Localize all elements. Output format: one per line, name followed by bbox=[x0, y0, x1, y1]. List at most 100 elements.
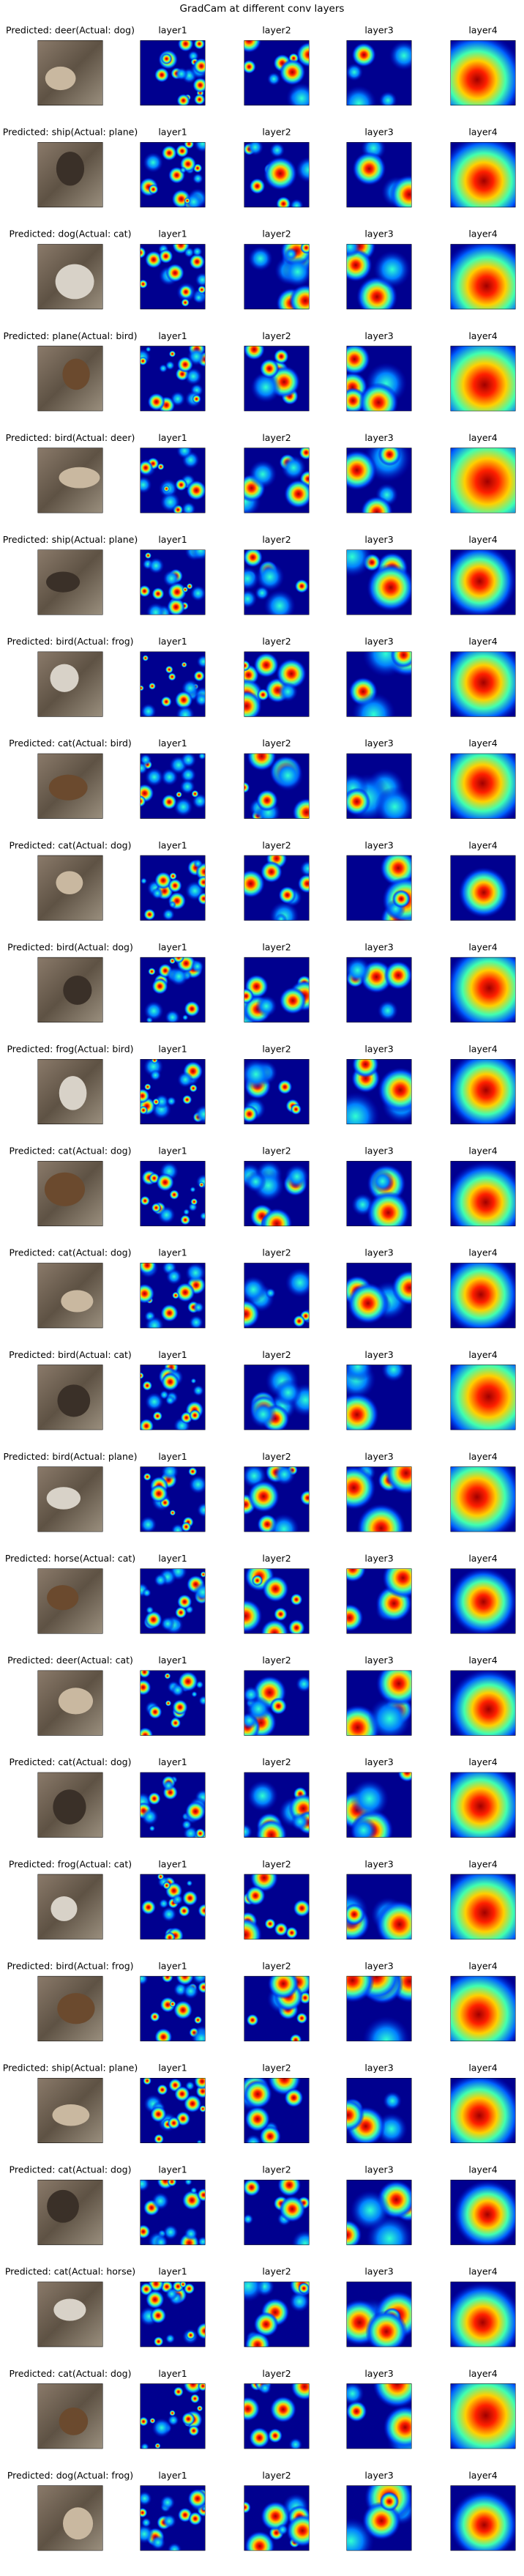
heatmap bbox=[140, 855, 206, 921]
heat-blob bbox=[181, 1014, 189, 1021]
row-label: Predicted: cat(Actual: horse) bbox=[5, 2266, 135, 2277]
heatmap bbox=[450, 1670, 516, 1736]
heat-blob bbox=[141, 703, 157, 717]
heat-blob bbox=[350, 1816, 378, 1838]
heat-blob bbox=[379, 2491, 400, 2512]
layer-label: layer2 bbox=[262, 2266, 291, 2277]
heatmap bbox=[346, 2078, 412, 2143]
heat-blob bbox=[244, 549, 263, 568]
heat-blob bbox=[279, 987, 307, 1014]
heat-blob bbox=[151, 978, 168, 995]
heatmap bbox=[346, 1365, 412, 1430]
heat-blob bbox=[282, 256, 310, 287]
layer-label: layer2 bbox=[262, 2470, 291, 2481]
input-image bbox=[37, 2485, 103, 2551]
heat-blob bbox=[152, 1098, 160, 1106]
heat-blob bbox=[184, 2227, 198, 2241]
heat-blob bbox=[140, 2507, 148, 2518]
heatmap bbox=[140, 1365, 206, 1430]
heat-blob bbox=[272, 760, 304, 792]
heat-blob bbox=[373, 250, 411, 289]
image-subject bbox=[56, 152, 85, 186]
heatmap bbox=[140, 40, 206, 105]
layer-label: layer1 bbox=[158, 1247, 187, 1258]
heat-blob bbox=[154, 872, 173, 890]
layer-label: layer1 bbox=[158, 941, 187, 952]
heat-blob bbox=[189, 1409, 201, 1422]
heat-blob bbox=[197, 892, 206, 905]
heat-blob bbox=[256, 789, 278, 812]
heat-blob bbox=[194, 2016, 203, 2024]
heat-blob bbox=[269, 142, 285, 158]
heat-blob bbox=[171, 1523, 185, 1532]
heat-blob bbox=[346, 957, 371, 984]
heat-blob bbox=[176, 1594, 192, 1610]
heat-blob bbox=[195, 272, 206, 287]
layer-label: layer2 bbox=[262, 1146, 291, 1157]
heat-blob bbox=[247, 1480, 280, 1512]
heat-blob bbox=[299, 860, 310, 877]
layer-label: layer4 bbox=[468, 1146, 497, 1157]
layer-label: layer2 bbox=[262, 839, 291, 850]
heat-blob bbox=[140, 1679, 151, 1696]
heat-blob bbox=[160, 53, 173, 64]
layer-label: layer4 bbox=[468, 1858, 497, 1869]
heat-blob bbox=[147, 1792, 161, 1805]
heat-blob bbox=[244, 1299, 260, 1329]
row-label: Predicted: cat(Actual: dog) bbox=[10, 839, 132, 850]
input-image bbox=[37, 2180, 103, 2246]
heat-blob bbox=[140, 1263, 157, 1275]
heat-blob bbox=[184, 367, 203, 385]
heatmap bbox=[450, 244, 516, 310]
heat-blob bbox=[360, 496, 393, 513]
heat-blob bbox=[346, 1975, 375, 2002]
heatmap bbox=[140, 346, 206, 412]
heat-blob bbox=[165, 2334, 176, 2344]
heatmap bbox=[346, 2282, 412, 2347]
heat-blob bbox=[156, 1173, 174, 1192]
heat-blob bbox=[291, 2230, 310, 2246]
layer-label: layer1 bbox=[158, 534, 187, 545]
heat-blob bbox=[174, 691, 193, 709]
heat-blob bbox=[160, 1617, 176, 1631]
heat-blob bbox=[263, 156, 297, 190]
heat-blob bbox=[168, 878, 182, 893]
heat-blob bbox=[450, 1059, 516, 1124]
heatmap bbox=[346, 549, 412, 615]
image-subject bbox=[59, 1076, 87, 1110]
heatmap bbox=[346, 1263, 412, 1329]
heat-blob bbox=[196, 2405, 203, 2412]
heat-blob bbox=[181, 661, 187, 668]
heat-blob bbox=[289, 198, 304, 208]
heat-blob bbox=[149, 1825, 156, 1832]
heat-blob bbox=[181, 2412, 195, 2426]
heat-blob bbox=[278, 886, 296, 905]
layer-label: layer2 bbox=[262, 25, 291, 36]
heatmap bbox=[346, 2485, 412, 2551]
layer-label: layer3 bbox=[364, 2063, 393, 2074]
layer-label: layer2 bbox=[262, 1247, 291, 1258]
heat-blob bbox=[450, 1161, 516, 1227]
heat-blob bbox=[450, 1772, 516, 1838]
image-subject bbox=[52, 2104, 90, 2126]
layer-label: layer3 bbox=[364, 127, 393, 138]
heat-blob bbox=[165, 2287, 179, 2301]
input-image bbox=[37, 244, 103, 310]
heat-blob bbox=[346, 2098, 364, 2131]
heat-blob bbox=[255, 585, 270, 601]
heatmap bbox=[244, 448, 310, 513]
layer-label: layer2 bbox=[262, 738, 291, 749]
heat-blob bbox=[293, 1315, 306, 1328]
heat-blob bbox=[251, 1575, 263, 1586]
heat-blob bbox=[289, 2033, 302, 2041]
heat-blob bbox=[260, 861, 282, 883]
heat-blob bbox=[197, 875, 206, 889]
heat-blob bbox=[244, 346, 265, 360]
input-image bbox=[37, 40, 103, 105]
layer-label: layer2 bbox=[262, 1553, 291, 1564]
heat-blob bbox=[185, 1801, 206, 1822]
heat-blob bbox=[181, 2190, 202, 2211]
heat-blob bbox=[255, 995, 277, 1017]
heat-blob bbox=[346, 346, 370, 375]
heatmap bbox=[140, 1568, 206, 1634]
